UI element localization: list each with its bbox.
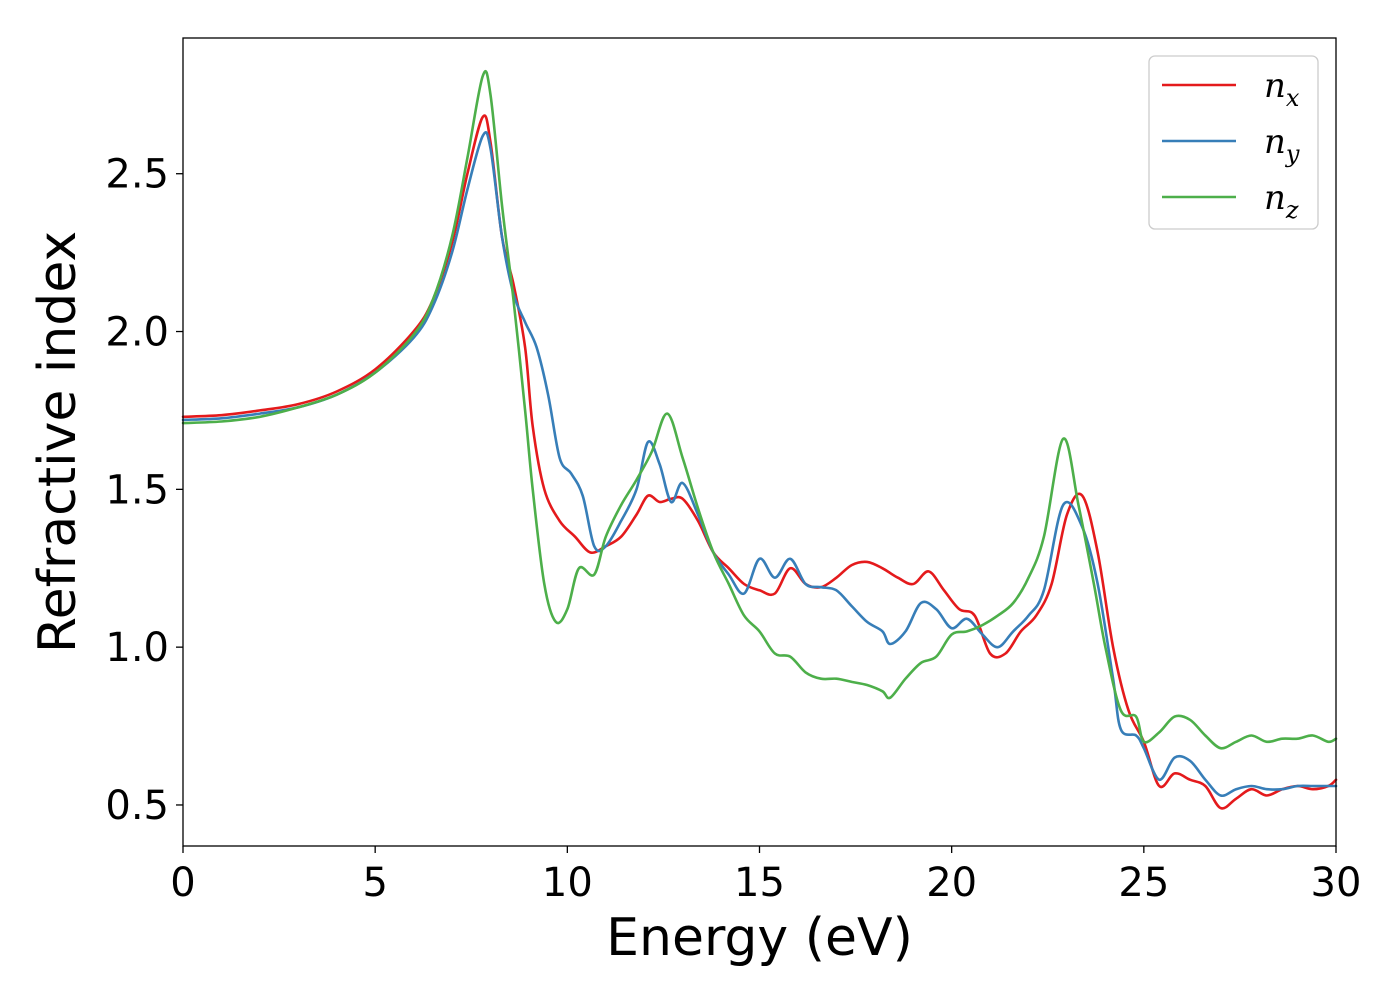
legend-label-ny: ny [1264,122,1300,168]
y-tick-label: 0.5 [105,783,169,829]
y-tick-label: 2.5 [105,152,169,198]
series-line-ny [181,131,1338,798]
y-tick-label: 1.5 [105,467,169,513]
series-line-nz [181,70,1338,750]
x-tick-label: 20 [926,860,977,906]
x-tick-label: 25 [1118,860,1169,906]
x-axis-label: Energy (eV) [606,908,913,968]
y-axis-label: Refractive index [28,231,88,653]
x-tick-label: 0 [170,860,195,906]
legend-label-nx: nx [1264,66,1300,112]
legend: nx ny nz [1148,55,1319,230]
legend-label-nz: nz [1264,178,1299,224]
x-axis-ticks: 0 5 10 15 20 25 30 [170,846,1361,906]
x-tick-label: 15 [734,860,785,906]
y-tick-label: 2.0 [105,310,169,356]
y-axis-ticks: 0.5 1.0 1.5 2.0 2.5 [105,152,183,829]
x-tick-label: 5 [362,860,387,906]
legend-box [1148,55,1319,230]
series-layer [181,70,1338,810]
x-tick-label: 30 [1311,860,1362,906]
x-tick-label: 10 [542,860,593,906]
y-tick-label: 1.0 [105,625,169,671]
